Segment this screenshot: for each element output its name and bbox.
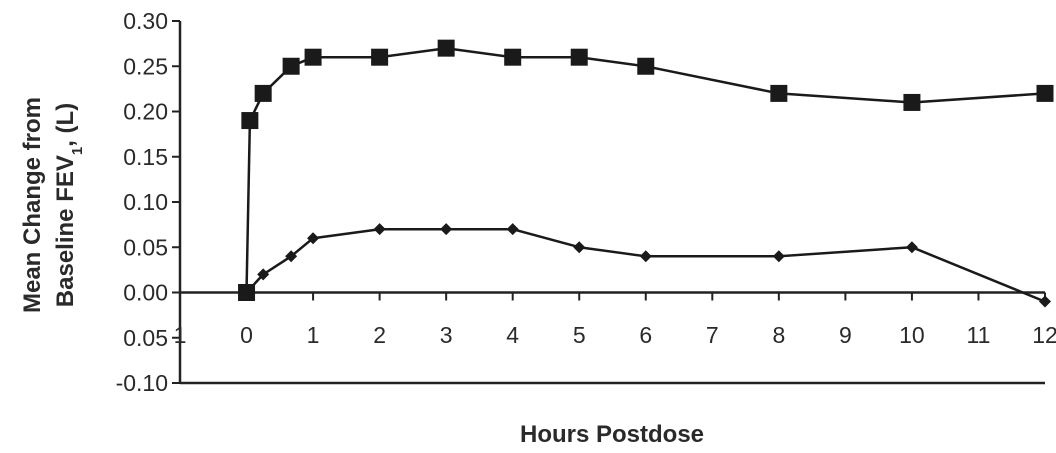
x-tick-label: 9 — [839, 322, 852, 348]
data-point-square — [371, 48, 389, 66]
data-point-square — [637, 57, 655, 75]
data-point-square — [241, 112, 259, 130]
x-tick-label: 11 — [967, 322, 991, 348]
x-tick-labels: 1 0 1 2 3 4 5 6 7 8 9 10 11 12 — [174, 322, 1056, 348]
y-tick-label: 0.25 — [123, 53, 168, 79]
data-point-square — [504, 48, 522, 66]
y-axis-title-subscript: 1 — [69, 147, 86, 155]
y-axis-title-main: Baseline FEV — [52, 155, 79, 307]
x-tick-label: 8 — [772, 322, 785, 348]
y-tick-label: 0.05 — [123, 234, 168, 260]
x-tick-label: 1 — [174, 322, 187, 348]
data-point-square — [437, 39, 455, 57]
x-tick-label: 12 — [1032, 322, 1056, 348]
data-point-diamond — [506, 223, 519, 236]
data-point-diamond — [307, 232, 320, 245]
series-line — [245, 227, 1046, 303]
y-tick-label: 0.05 — [123, 325, 168, 351]
y-tick-label: 0.20 — [123, 99, 168, 125]
x-tick-label: 5 — [573, 322, 586, 348]
x-tick-label: 10 — [899, 322, 925, 348]
x-tick-label: 3 — [440, 322, 453, 348]
x-tick-label: 4 — [506, 322, 519, 348]
data-point-diamond — [440, 223, 453, 236]
series-diamond — [240, 223, 1051, 308]
x-tick-label: 0 — [240, 322, 253, 348]
data-point-square — [570, 48, 588, 66]
y-tick-label: 0.00 — [123, 280, 168, 306]
x-axis-title: Hours Postdose — [520, 421, 704, 448]
data-point-square — [282, 57, 300, 75]
data-point-diamond — [772, 250, 785, 263]
series-layer — [238, 39, 1054, 308]
y-tick-label: -0.10 — [116, 370, 168, 396]
data-point-diamond — [905, 241, 918, 254]
data-point-diamond — [240, 286, 253, 299]
data-point-square — [770, 84, 788, 102]
y-axis-title-line-1: Mean Change from — [19, 97, 46, 313]
x-tick-label: 6 — [639, 322, 652, 348]
data-point-diamond — [285, 250, 298, 263]
y-axis-title-line-2: Baseline FEV1, (L) — [52, 103, 86, 307]
y-axis-title-end: , (L) — [52, 103, 79, 147]
y-tick-labels: 0.30 0.25 0.20 0.15 0.10 0.05 0.00 0.05 -0.10 — [116, 8, 168, 396]
x-tick-label: 2 — [373, 322, 386, 348]
y-axis-title: Mean Change from Baseline FEV1, (L) — [19, 97, 86, 313]
data-point-diamond — [573, 241, 586, 254]
data-point-square — [1036, 84, 1054, 102]
y-tick-label: 0.15 — [123, 144, 168, 170]
series-square — [238, 39, 1054, 301]
y-tick-label: 0.10 — [123, 189, 168, 215]
axes — [172, 20, 1046, 385]
data-point-square — [304, 48, 322, 66]
data-point-diamond — [373, 223, 386, 236]
data-point-diamond — [639, 250, 652, 263]
x-tick-label: 1 — [307, 322, 320, 348]
data-point-square — [903, 93, 921, 111]
data-point-square — [254, 84, 272, 102]
data-point-diamond — [257, 268, 270, 281]
data-point-diamond — [1039, 295, 1051, 308]
x-tick-label: 7 — [706, 322, 719, 348]
y-tick-label: 0.30 — [123, 8, 168, 34]
